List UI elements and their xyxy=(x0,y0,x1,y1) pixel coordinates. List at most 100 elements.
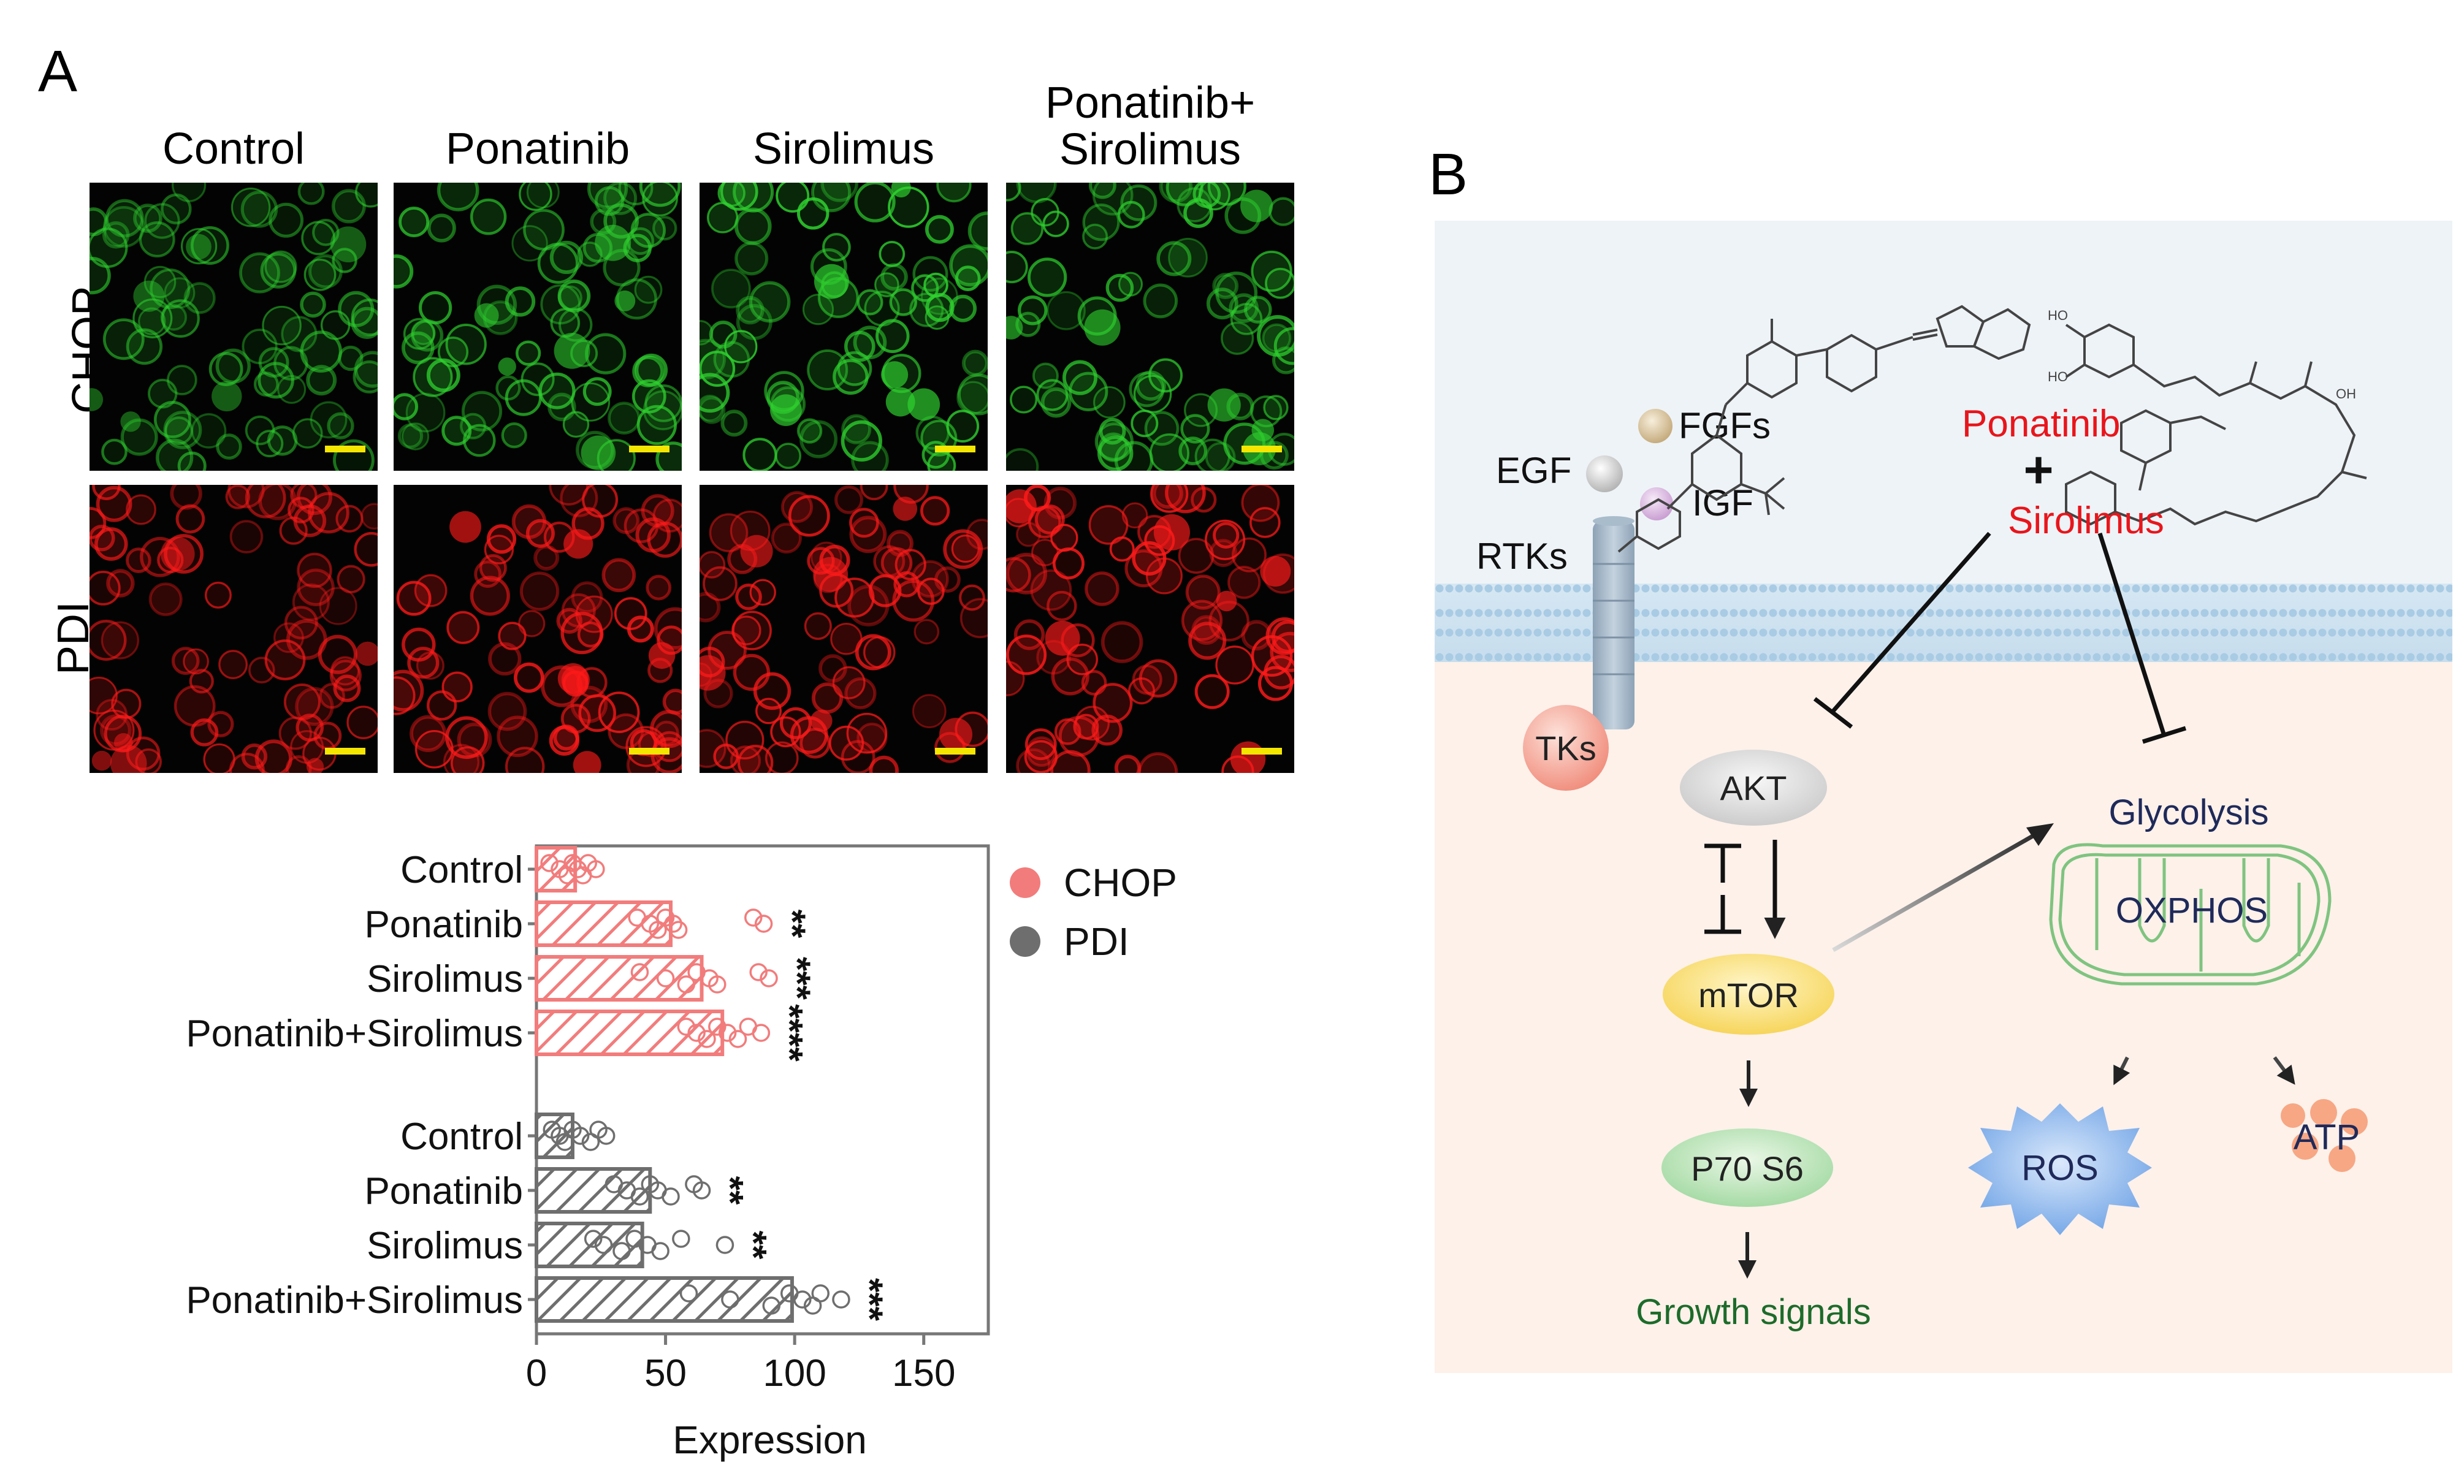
category-label-chop-3: Ponatinib+Sirolimus xyxy=(186,1013,523,1055)
data-point-pdi-2 xyxy=(612,1242,631,1260)
data-point-chop-2 xyxy=(749,963,768,981)
data-point-pdi-2 xyxy=(651,1242,669,1260)
data-point-chop-3 xyxy=(752,1024,771,1042)
data-point-pdi-3 xyxy=(793,1290,812,1309)
micrograph-pdi-sirolimus xyxy=(700,485,988,773)
mtor-to-glycolysis-arrowhead xyxy=(2026,823,2054,846)
mtor-to-glycolysis-arrow xyxy=(1832,825,2049,953)
ros-label: ROS xyxy=(2021,1148,2099,1188)
bar-chop-2 xyxy=(535,955,704,1002)
rtks-label: RTKs xyxy=(1476,536,1568,577)
oxphos-label: OXPHOS xyxy=(2116,891,2268,930)
scale-bar xyxy=(1242,446,1282,452)
category-label-chop-0: Control xyxy=(400,849,523,891)
column-label-combination: Ponatinib+ Sirolimus xyxy=(1045,78,1256,174)
bar-chop-1 xyxy=(535,900,673,947)
data-point-chop-2 xyxy=(760,969,778,987)
data-point-chop-3 xyxy=(728,1030,747,1048)
data-point-chop-1 xyxy=(754,915,773,933)
micrograph-chop-ponatinib xyxy=(394,183,682,471)
category-label-chop-2: Sirolimus xyxy=(367,958,523,1000)
bar-pdi-1 xyxy=(535,1167,652,1214)
significance-pdi-1: ** xyxy=(710,1176,751,1205)
data-point-pdi-2 xyxy=(672,1230,690,1248)
plot-frame xyxy=(535,844,990,1336)
category-label-pdi-3: Ponatinib+Sirolimus xyxy=(186,1279,523,1322)
scale-bar xyxy=(935,446,975,452)
legend-marker-pdi xyxy=(1010,926,1040,957)
oxphos-to-ros-arrow xyxy=(2113,1056,2130,1086)
p70s6-label: P70 S6 xyxy=(1691,1149,1804,1188)
sirolimus-ho-label-2: HO xyxy=(2048,369,2068,384)
glycolysis-label: Glycolysis xyxy=(2108,793,2268,832)
x-tick-label-100: 100 xyxy=(763,1352,826,1395)
data-point-pdi-3 xyxy=(721,1290,739,1309)
data-point-chop-3 xyxy=(687,1024,706,1042)
legend-label-chop: CHOP xyxy=(1064,861,1177,905)
data-point-chop-2 xyxy=(677,975,696,994)
data-point-chop-2 xyxy=(656,969,675,987)
significance-chop-2: *** xyxy=(777,957,818,1000)
p70s6-node xyxy=(1661,1128,1833,1207)
scale-bar xyxy=(1242,748,1282,755)
micrograph-pdi-ponatinib xyxy=(394,485,682,773)
significance-chop-1: ** xyxy=(772,910,813,938)
data-point-chop-3 xyxy=(718,1024,737,1042)
x-tick-label-50: 50 xyxy=(644,1352,687,1395)
data-point-pdi-3 xyxy=(679,1284,698,1303)
inhibition-to-akt xyxy=(1813,531,1991,729)
data-point-pdi-0 xyxy=(571,1127,590,1145)
data-point-chop-0 xyxy=(587,860,605,878)
category-label-chop-1: Ponatinib xyxy=(364,904,523,946)
akt-node xyxy=(1680,750,1827,826)
cell-membrane xyxy=(1435,584,2452,662)
mtor-node xyxy=(1663,954,1834,1035)
ros-star xyxy=(1968,1103,2152,1235)
scale-bar xyxy=(935,748,975,755)
expression-bar-chart: Control Ponatinib ** Sirolimus *** Ponatinib+… xyxy=(186,844,1177,1462)
egf-ligand xyxy=(1586,455,1623,492)
sirolimus-oh-label: OH xyxy=(2336,386,2356,401)
fgfs-ligand xyxy=(1638,409,1673,443)
column-label-control: Control xyxy=(162,124,305,173)
scale-bar xyxy=(325,446,365,452)
category-label-pdi-2: Sirolimus xyxy=(367,1225,523,1267)
data-point-chop-1 xyxy=(744,908,763,927)
data-point-pdi-3 xyxy=(762,1296,780,1315)
micrograph-chop-sirolimus xyxy=(700,183,988,471)
atp-particles xyxy=(2281,1099,2368,1172)
sirolimus-ho-label-1: HO xyxy=(2048,308,2068,323)
data-point-chop-1 xyxy=(664,915,682,933)
data-point-pdi-1 xyxy=(692,1181,711,1200)
scale-bar xyxy=(325,748,365,755)
rtk-receptor xyxy=(1593,516,1634,729)
bar-pdi-3 xyxy=(535,1276,794,1323)
data-point-pdi-3 xyxy=(832,1290,850,1309)
legend-label-pdi: PDI xyxy=(1064,919,1129,964)
igf-ligand xyxy=(1640,487,1673,520)
data-point-pdi-1 xyxy=(630,1187,649,1206)
akt-label: AKT xyxy=(1720,769,1787,807)
panel-a-label: A xyxy=(38,39,78,104)
extracellular-background xyxy=(1435,221,2452,588)
cytoplasm-background xyxy=(1435,588,2452,1373)
data-point-pdi-1 xyxy=(662,1187,680,1206)
category-label-pdi-0: Control xyxy=(400,1116,523,1158)
plus-sign: + xyxy=(2023,441,2053,498)
growth-signals-label: Growth signals xyxy=(1636,1292,1871,1332)
mtor-label: mTOR xyxy=(1698,976,1799,1014)
sirolimus-label: Sirolimus xyxy=(2008,500,2164,542)
scale-bar xyxy=(629,748,669,755)
data-point-chop-0 xyxy=(540,854,559,872)
oxphos-to-atp-arrow xyxy=(2273,1056,2295,1085)
data-point-chop-0 xyxy=(568,860,587,878)
x-tick-label-150: 150 xyxy=(892,1352,955,1395)
data-point-pdi-2 xyxy=(715,1236,734,1254)
x-axis-title: Expression xyxy=(673,1418,867,1462)
significance-chop-3: **** xyxy=(769,1004,811,1062)
data-point-chop-1 xyxy=(669,921,688,939)
data-point-pdi-2 xyxy=(584,1230,603,1248)
data-point-chop-3 xyxy=(677,1018,696,1036)
micrograph-pdi-control xyxy=(90,485,378,773)
data-point-pdi-3 xyxy=(811,1284,830,1303)
